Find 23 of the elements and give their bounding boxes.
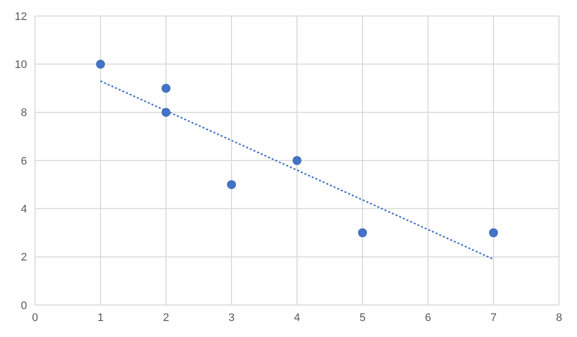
x-tick-label: 0 (32, 312, 38, 324)
y-tick-label: 6 (20, 155, 27, 168)
point (161, 108, 171, 117)
y-tick-label: 12 (14, 10, 27, 23)
y-tick-label: 0 (20, 300, 27, 312)
y-tick-label: 4 (20, 204, 27, 216)
x-tick-label: 3 (228, 312, 235, 324)
y-tick-label: 8 (20, 107, 27, 120)
x-tick-label: 7 (490, 312, 497, 324)
point (292, 156, 302, 166)
point (96, 60, 106, 69)
point (358, 228, 368, 238)
point (161, 84, 171, 93)
x-tick-label: 4 (294, 312, 300, 324)
x-tick-label: 5 (359, 312, 366, 324)
x-tick-label: 1 (97, 312, 104, 324)
y-tick-label: 10 (14, 59, 27, 72)
x-tick-label: 2 (162, 312, 170, 324)
y-tick-label: 2 (20, 252, 27, 264)
x-tick-label: 8 (556, 312, 562, 324)
point (488, 228, 498, 238)
x-tick-label: 6 (424, 312, 432, 324)
point (226, 180, 236, 190)
